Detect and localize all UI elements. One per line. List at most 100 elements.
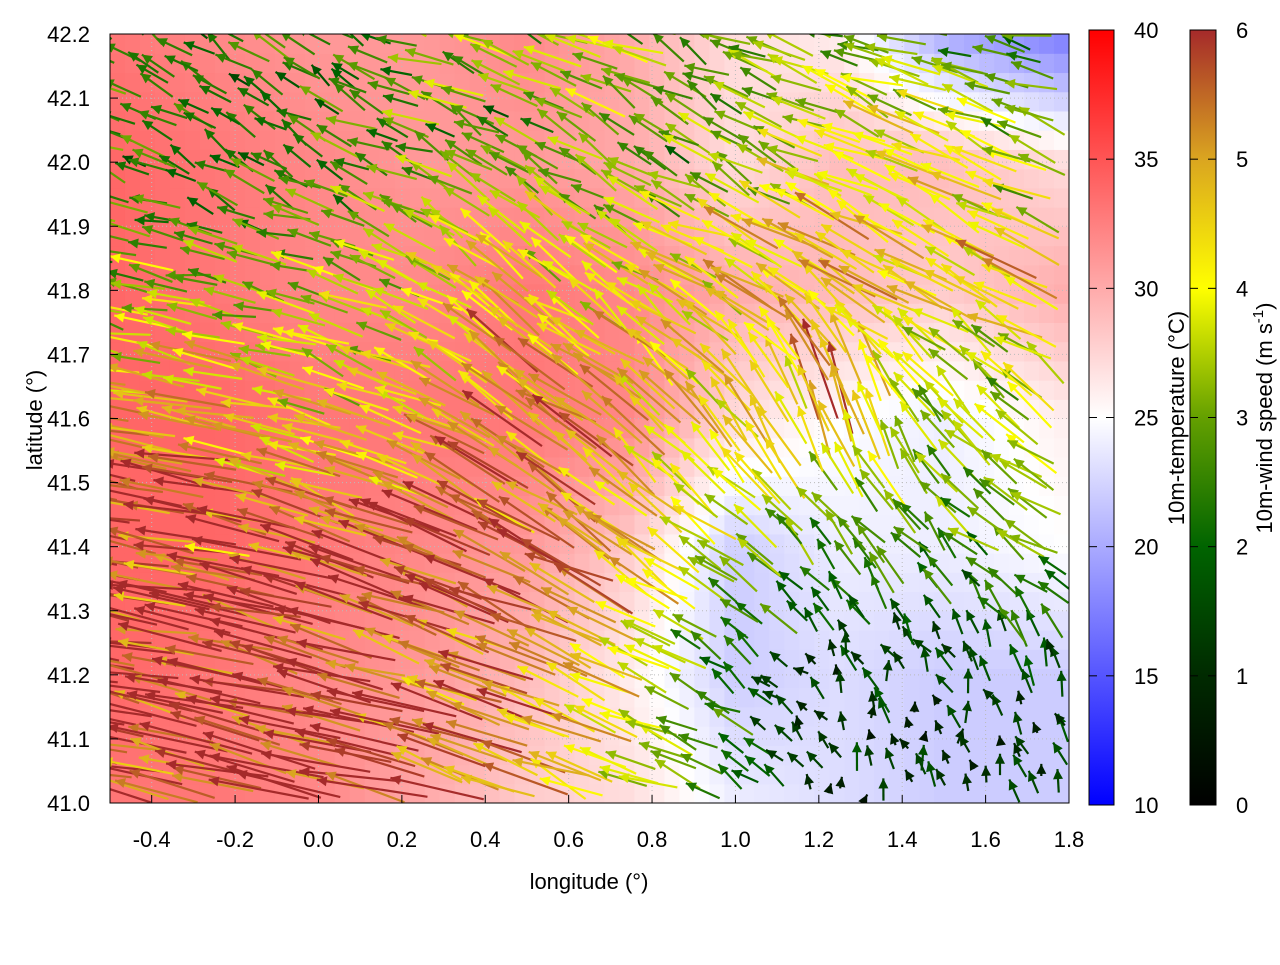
wind-arrow <box>8 633 119 660</box>
wind-tick-label: 6 <box>1236 18 1248 43</box>
heatmap-cell <box>245 130 261 150</box>
heatmap-cell <box>1009 245 1025 265</box>
heatmap-cell <box>979 495 995 515</box>
heatmap-cell <box>110 92 126 112</box>
heatmap-cell <box>904 34 920 54</box>
heatmap-cell <box>724 784 740 804</box>
heatmap-cell <box>185 130 201 150</box>
heatmap-cell <box>784 630 800 650</box>
heatmap-cell <box>934 572 950 592</box>
heatmap-cell <box>1054 111 1070 131</box>
heatmap-cell <box>979 745 995 765</box>
x-tick-label: 0.2 <box>387 827 418 852</box>
wind-arrow <box>78 46 114 62</box>
heatmap-cell <box>1039 438 1055 458</box>
heatmap-cell <box>1024 553 1040 573</box>
heatmap-cell <box>904 649 920 669</box>
heatmap-cell <box>859 765 875 785</box>
heatmap-cell <box>844 572 860 592</box>
heatmap-cell <box>769 668 785 688</box>
heatmap-cell <box>994 765 1010 785</box>
heatmap-cell <box>994 649 1010 669</box>
heatmap-cell <box>1054 534 1070 554</box>
heatmap-cell <box>769 592 785 612</box>
heatmap-cell <box>170 515 186 535</box>
heatmap-cell <box>1054 284 1070 304</box>
heatmap-cell <box>125 34 141 54</box>
heatmap-cell <box>724 572 740 592</box>
heatmap-cell <box>335 419 351 439</box>
heatmap-cell <box>754 784 770 804</box>
heatmap-cell <box>874 457 890 477</box>
x-tick-label: 0.6 <box>553 827 584 852</box>
heatmap-cell <box>979 726 995 746</box>
heatmap-cell <box>1039 92 1055 112</box>
heatmap-cell <box>470 784 486 804</box>
heatmap-cell <box>754 630 770 650</box>
heatmap-cell <box>1039 207 1055 227</box>
wind-colorbar-label: 10m-wind speed (m s-1) <box>1250 303 1277 534</box>
heatmap-cell <box>694 592 710 612</box>
heatmap-cell <box>320 476 336 496</box>
y-tick-label: 41.8 <box>47 278 90 303</box>
heatmap-cell <box>1054 380 1070 400</box>
heatmap-cell <box>814 630 830 650</box>
heatmap-cell <box>634 784 650 804</box>
x-tick-label: 0.0 <box>303 827 334 852</box>
heatmap-cell <box>859 592 875 612</box>
wind-arrow <box>77 255 113 265</box>
heatmap-cell <box>440 111 456 131</box>
heatmap-cell <box>530 784 546 804</box>
heatmap-cell <box>964 784 980 804</box>
heatmap-cell <box>709 630 725 650</box>
heatmap-cell <box>1054 399 1070 419</box>
heatmap-cell <box>859 649 875 669</box>
wind-tick-label: 5 <box>1236 147 1248 172</box>
heatmap-cell <box>799 207 815 227</box>
heatmap-cell <box>784 553 800 573</box>
y-tick-label: 41.9 <box>47 214 90 239</box>
wind-arrow <box>903 23 947 35</box>
heatmap-cell <box>1039 707 1055 727</box>
heatmap-cell <box>829 476 845 496</box>
heatmap-cell <box>365 322 381 342</box>
heatmap-cell <box>904 592 920 612</box>
heatmap-cell <box>604 784 620 804</box>
heatmap-cell <box>994 553 1010 573</box>
x-tick-label: 0.4 <box>470 827 501 852</box>
heatmap-cell <box>1054 630 1070 650</box>
temperature-tick-label: 10 <box>1134 793 1158 818</box>
heatmap-cell <box>874 726 890 746</box>
heatmap-cell <box>1054 515 1070 535</box>
x-tick-label: 1.2 <box>804 827 835 852</box>
heatmap-cell <box>1054 438 1070 458</box>
heatmap-cell <box>784 765 800 785</box>
heatmap-cell <box>754 572 770 592</box>
heatmap-cell <box>799 784 815 804</box>
heatmap-cell <box>949 745 965 765</box>
heatmap-cell <box>1009 169 1025 189</box>
heatmap-cell <box>949 765 965 785</box>
heatmap-cell <box>829 726 845 746</box>
heatmap-cell <box>1054 92 1070 112</box>
heatmap-cell <box>125 515 141 535</box>
heatmap-cell <box>125 72 141 92</box>
heatmap-cell <box>1039 53 1055 73</box>
heatmap-cell <box>604 688 620 708</box>
heatmap-cell <box>335 784 351 804</box>
y-tick-label: 41.6 <box>47 407 90 432</box>
wind-tick-label: 3 <box>1236 406 1248 431</box>
x-tick-label: 1.8 <box>1054 827 1085 852</box>
heatmap-cell <box>949 572 965 592</box>
x-axis-label: longitude (°) <box>530 869 649 894</box>
heatmap-cell <box>994 53 1010 73</box>
heatmap-cell <box>1054 726 1070 746</box>
heatmap-cell <box>365 726 381 746</box>
heatmap-cell <box>260 303 276 323</box>
heatmap-cell <box>934 553 950 573</box>
heatmap-cell <box>1039 265 1055 285</box>
heatmap-cell <box>200 53 216 73</box>
heatmap-cell <box>1054 188 1070 208</box>
heatmap-cell <box>1039 726 1055 746</box>
heatmap-cell <box>1054 303 1070 323</box>
